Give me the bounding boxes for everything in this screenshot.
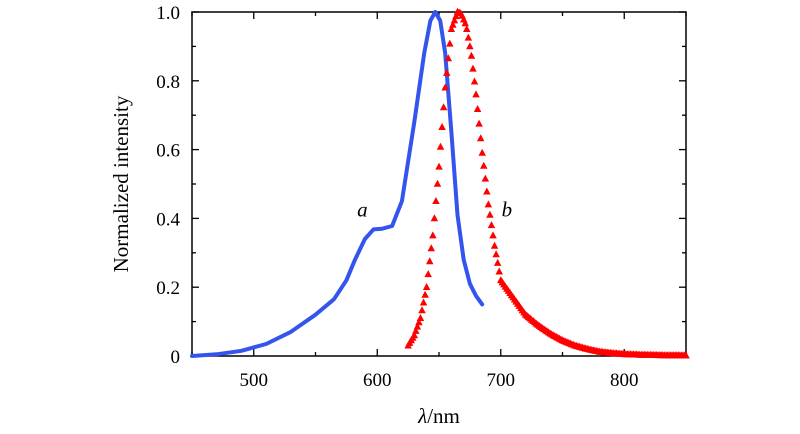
series-b-marker: [475, 119, 483, 127]
series-b-marker: [430, 214, 439, 222]
x-axis-title-unit: /nm: [427, 404, 460, 428]
series-b-marker: [424, 270, 432, 278]
series-b-marker: [464, 33, 473, 41]
series-b-marker: [472, 90, 480, 98]
series-label-a: a: [357, 197, 368, 221]
x-tick-label: 600: [363, 370, 392, 391]
y-tick-label: 0.2: [156, 278, 180, 299]
series-b-marker: [495, 267, 503, 275]
series-b-marker: [682, 351, 690, 359]
series-b-marker: [410, 331, 419, 339]
series-b-marker: [438, 123, 446, 130]
series-b-marker: [487, 221, 496, 229]
series-b-marker: [421, 290, 429, 298]
series-b-marker: [473, 105, 482, 112]
y-tick-label: 0: [171, 347, 181, 368]
series-b-marker: [412, 326, 420, 334]
series-b-marker: [461, 19, 469, 27]
series-b-marker: [486, 210, 494, 218]
series-b-marker: [481, 174, 490, 182]
y-tick-labels: 0 0.2 0.4 0.6 0.8 1.0: [156, 3, 180, 368]
series-b-marker: [418, 306, 426, 314]
series-b-marker: [469, 64, 477, 72]
series-b-marker: [433, 179, 442, 187]
x-tick-label: 500: [240, 370, 269, 391]
series-b-marker: [439, 103, 448, 111]
series-b-marker: [416, 314, 425, 321]
y-axis-title: Normalized intensity: [109, 95, 133, 272]
series-b-marker: [449, 20, 457, 28]
series-b-marker: [447, 25, 456, 32]
series-b-markers: [404, 7, 690, 359]
series-b-marker: [419, 298, 428, 306]
series-b-marker: [429, 231, 437, 239]
series-b-marker: [492, 250, 500, 258]
series-label-b: b: [502, 197, 513, 221]
series-b-marker: [489, 231, 497, 239]
y-tick-label: 0.4: [156, 209, 180, 230]
series-b-marker: [422, 283, 431, 290]
series-b-marker: [450, 16, 459, 24]
series-b-marker: [435, 162, 443, 170]
x-tick-label: 700: [487, 370, 516, 391]
y-tick-label: 1.0: [156, 3, 180, 24]
series-b-marker: [443, 68, 451, 76]
series-b-marker: [466, 42, 474, 50]
series-b-marker: [463, 25, 471, 32]
series-b-marker: [470, 77, 479, 85]
series-b-marker: [436, 142, 445, 150]
series-b-marker: [483, 187, 491, 195]
series-b-marker: [432, 197, 440, 204]
series-b-marker: [441, 83, 449, 91]
y-tick-label: 0.6: [156, 141, 180, 162]
series-layer: [190, 7, 690, 359]
series-b-marker: [413, 322, 422, 330]
series-b-marker: [478, 148, 486, 156]
series-b-marker: [444, 54, 452, 62]
series-b-marker: [490, 241, 499, 249]
series-b-marker: [415, 318, 423, 326]
x-tick-label: 800: [610, 370, 639, 391]
series-b-marker: [427, 244, 435, 252]
series-b-marker: [426, 257, 434, 265]
series-b-marker: [467, 51, 476, 59]
series-b-marker: [493, 258, 502, 266]
series-a-line: [190, 10, 485, 358]
x-axis-title: λ/nm: [417, 404, 460, 428]
y-tick-label: 0.8: [156, 72, 180, 93]
series-b-marker: [480, 161, 488, 169]
series-b-marker: [484, 200, 493, 208]
series-b-marker: [446, 39, 454, 47]
series-b-marker: [452, 12, 460, 20]
series-b-marker: [476, 134, 485, 142]
x-axis-title-symbol: λ: [417, 404, 427, 428]
x-tick-labels: 500 600 700 800: [240, 370, 639, 391]
